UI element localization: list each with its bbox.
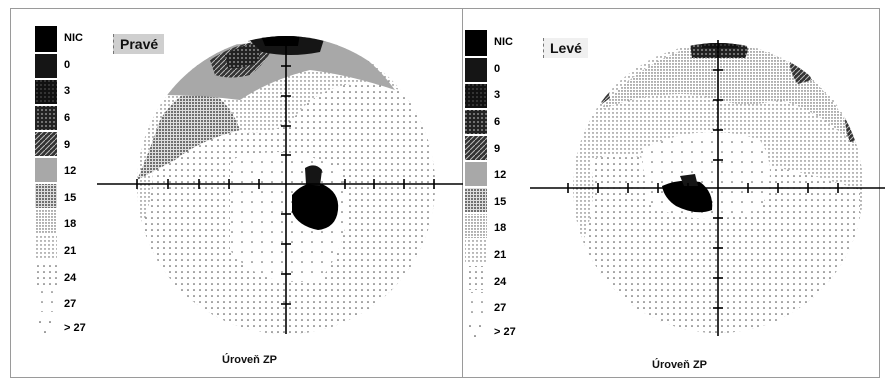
- legend-label: > 27: [494, 326, 516, 338]
- right-eye-field: [97, 36, 463, 334]
- legend-label: 12: [494, 169, 507, 181]
- legend-label: 3: [494, 89, 501, 101]
- panel-divider: [462, 8, 463, 378]
- legend-label: 0: [494, 63, 501, 75]
- legend-label-nic: NIC: [64, 32, 83, 44]
- legend-label: 21: [64, 245, 77, 257]
- legend-label: 9: [494, 143, 501, 155]
- legend-label: 24: [494, 276, 507, 288]
- legend-label: 6: [494, 116, 501, 128]
- legend-label: 27: [64, 298, 77, 310]
- right-eye-label: Pravé: [113, 34, 165, 54]
- legend-label: 6: [64, 112, 71, 124]
- legend-label: 24: [64, 272, 77, 284]
- legend-label: 18: [494, 222, 507, 234]
- legend-swatches-right: [35, 26, 57, 338]
- legend-label: 18: [64, 218, 77, 230]
- legend-label: > 27: [64, 322, 86, 334]
- figure-frame: [10, 8, 880, 378]
- legend-label: 0: [64, 59, 71, 71]
- legend-swatches-left: [465, 30, 487, 342]
- legend-label: 3: [64, 85, 71, 97]
- legend-label: 15: [64, 192, 77, 204]
- right-panel-caption: Úroveň ZP: [222, 354, 278, 366]
- legend-label: 21: [494, 249, 507, 261]
- legend-label: 9: [64, 139, 71, 151]
- left-eye-field: [530, 40, 885, 336]
- legend-label: 27: [494, 302, 507, 314]
- legend-label: 12: [64, 165, 77, 177]
- left-panel-caption: Úroveň ZP: [652, 359, 708, 371]
- left-eye-label: Levé: [543, 38, 588, 58]
- legend-label: 15: [494, 196, 507, 208]
- legend-label-nic: NIC: [494, 36, 513, 48]
